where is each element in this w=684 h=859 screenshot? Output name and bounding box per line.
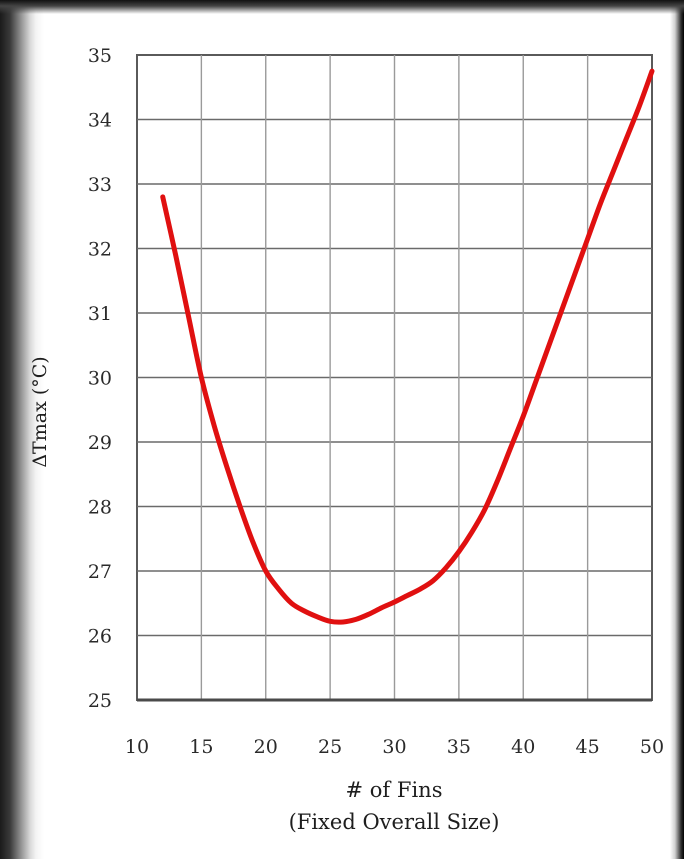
- y-tick-labels: 25 26 27 28 29 30 31 32 33 34 35: [88, 45, 112, 712]
- y-tick-label: 34: [88, 110, 112, 132]
- y-tick-label: 33: [88, 174, 112, 196]
- y-tick-label: 35: [88, 45, 112, 67]
- x-tick-label: 25: [318, 736, 342, 758]
- y-tick-label: 31: [88, 303, 112, 325]
- x-tick-label: 40: [511, 736, 535, 758]
- series-group: [160, 68, 655, 625]
- y-axis-label: ΔTmax (°C): [29, 356, 51, 467]
- y-tick-label: 25: [88, 690, 112, 712]
- x-tick-label: 30: [382, 736, 406, 758]
- y-tick-label: 30: [88, 368, 112, 390]
- gridlines: [137, 55, 652, 702]
- series-line: [160, 68, 655, 625]
- x-tick-label: 20: [254, 736, 278, 758]
- y-tick-label: 26: [88, 626, 112, 648]
- x-tick-label: 45: [576, 736, 600, 758]
- y-tick-label: 32: [88, 239, 112, 261]
- y-tick-label: 27: [88, 561, 112, 583]
- x-axis-sublabel: (Fixed Overall Size): [289, 810, 500, 834]
- x-axis-label: # of Fins: [346, 778, 443, 802]
- y-tick-label: 28: [88, 497, 112, 519]
- top-shadow: [0, 0, 684, 14]
- x-tick-labels: 10 15 20 25 30 35 40 45 50: [125, 736, 664, 758]
- y-tick-label: 29: [88, 432, 112, 454]
- x-tick-label: 10: [125, 736, 149, 758]
- x-tick-label: 35: [447, 736, 471, 758]
- x-tick-label: 50: [640, 736, 664, 758]
- x-tick-label: 15: [189, 736, 213, 758]
